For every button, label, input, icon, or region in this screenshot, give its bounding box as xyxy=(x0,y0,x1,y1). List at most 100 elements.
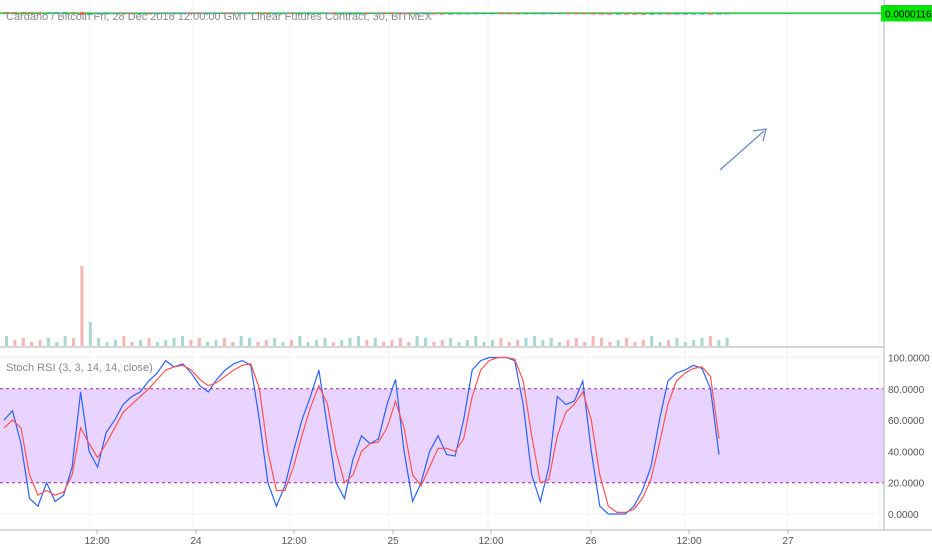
candle-body[interactable] xyxy=(699,13,705,15)
candle-body[interactable] xyxy=(615,13,621,15)
candle-body[interactable] xyxy=(163,12,169,14)
candle-body[interactable] xyxy=(490,13,496,15)
candle-body[interactable] xyxy=(305,12,311,14)
candle-body[interactable] xyxy=(364,12,370,14)
candle-body[interactable] xyxy=(397,13,403,15)
candle-body[interactable] xyxy=(213,12,219,14)
candle-body[interactable] xyxy=(314,12,320,14)
candle-body[interactable] xyxy=(71,12,77,14)
candle-body[interactable] xyxy=(598,13,604,15)
candle-body[interactable] xyxy=(138,13,144,15)
volume-bar xyxy=(717,340,721,346)
candle-body[interactable] xyxy=(355,12,361,14)
volume-bar xyxy=(155,342,159,346)
candle-body[interactable] xyxy=(45,12,51,14)
stoch-band xyxy=(0,388,884,483)
candle-body[interactable] xyxy=(255,12,261,14)
candle-body[interactable] xyxy=(62,12,68,14)
candle-body[interactable] xyxy=(372,13,378,15)
candle-body[interactable] xyxy=(498,13,504,15)
trend-arrow-line[interactable] xyxy=(719,130,765,171)
candle-body[interactable] xyxy=(347,13,353,15)
candle-body[interactable] xyxy=(205,12,211,14)
candle-body[interactable] xyxy=(565,13,571,15)
candle-body[interactable] xyxy=(37,12,43,14)
candle-body[interactable] xyxy=(649,13,655,15)
candle-body[interactable] xyxy=(179,12,185,14)
candle-body[interactable] xyxy=(523,13,529,15)
candle-body[interactable] xyxy=(423,13,428,15)
candle-body[interactable] xyxy=(322,12,328,14)
candle-body[interactable] xyxy=(624,13,630,15)
candle-body[interactable] xyxy=(272,12,278,14)
volume-bar xyxy=(457,342,461,346)
candle-body[interactable] xyxy=(188,12,194,14)
candle-body[interactable] xyxy=(238,12,244,14)
candle-body[interactable] xyxy=(431,13,437,15)
candle-body[interactable] xyxy=(112,13,118,15)
candle-body[interactable] xyxy=(448,13,454,15)
candle-body[interactable] xyxy=(464,13,470,15)
candle-body[interactable] xyxy=(481,13,487,15)
candle-body[interactable] xyxy=(154,13,160,15)
candle-body[interactable] xyxy=(4,12,9,14)
candle-body[interactable] xyxy=(389,13,395,15)
candle-body[interactable] xyxy=(297,12,303,14)
candle-body[interactable] xyxy=(540,13,546,15)
candle-body[interactable] xyxy=(607,13,613,15)
candle-body[interactable] xyxy=(104,13,110,15)
candle-body[interactable] xyxy=(29,12,35,14)
candle-body[interactable] xyxy=(473,13,479,15)
trend-arrow-head[interactable] xyxy=(752,128,767,142)
candle-body[interactable] xyxy=(121,13,127,15)
candle-body[interactable] xyxy=(674,13,680,15)
candle-body[interactable] xyxy=(682,13,688,15)
candle-body[interactable] xyxy=(456,13,462,15)
candle-body[interactable] xyxy=(724,13,730,15)
candle-body[interactable] xyxy=(515,13,521,15)
candle-body[interactable] xyxy=(406,13,412,15)
candle-body[interactable] xyxy=(640,13,646,15)
candle-body[interactable] xyxy=(531,13,537,15)
candle-body[interactable] xyxy=(590,13,596,15)
candle-body[interactable] xyxy=(691,13,697,15)
candle-body[interactable] xyxy=(707,13,713,15)
candle-body[interactable] xyxy=(263,12,269,14)
candle-body[interactable] xyxy=(573,13,579,15)
candle-body[interactable] xyxy=(548,13,554,15)
price-badge[interactable] xyxy=(881,5,932,22)
candle-body[interactable] xyxy=(87,13,93,15)
candle-body[interactable] xyxy=(280,12,286,14)
candle-body[interactable] xyxy=(339,13,345,15)
candle-body[interactable] xyxy=(54,12,60,14)
volume-bar xyxy=(507,342,511,346)
candle-body[interactable] xyxy=(171,12,177,14)
time-tick-label: 12:00 xyxy=(84,536,109,547)
candle-body[interactable] xyxy=(146,13,152,15)
candle-body[interactable] xyxy=(79,12,85,15)
candle-body[interactable] xyxy=(582,13,588,15)
candle-body[interactable] xyxy=(288,12,294,14)
volume-bar xyxy=(532,336,536,346)
candle-body[interactable] xyxy=(96,13,102,15)
candle-body[interactable] xyxy=(12,12,18,14)
candle-body[interactable] xyxy=(129,13,135,15)
candle-body[interactable] xyxy=(716,13,722,15)
candle-body[interactable] xyxy=(666,13,672,15)
candle-body[interactable] xyxy=(221,12,227,14)
candle-body[interactable] xyxy=(557,13,563,15)
candle-body[interactable] xyxy=(414,13,420,15)
candle-body[interactable] xyxy=(657,13,663,15)
candle-body[interactable] xyxy=(196,12,202,14)
volume-bar xyxy=(315,340,319,346)
price-badges: 0.000011700.0000116713:570.00001160 xyxy=(881,5,932,22)
candle-body[interactable] xyxy=(381,13,387,15)
candle-body[interactable] xyxy=(247,12,253,14)
candle-body[interactable] xyxy=(20,12,26,14)
candle-body[interactable] xyxy=(632,13,638,15)
candle-body[interactable] xyxy=(439,13,445,15)
candle-body[interactable] xyxy=(230,12,236,14)
candle-body[interactable] xyxy=(506,13,512,15)
candle-body[interactable] xyxy=(330,12,336,14)
